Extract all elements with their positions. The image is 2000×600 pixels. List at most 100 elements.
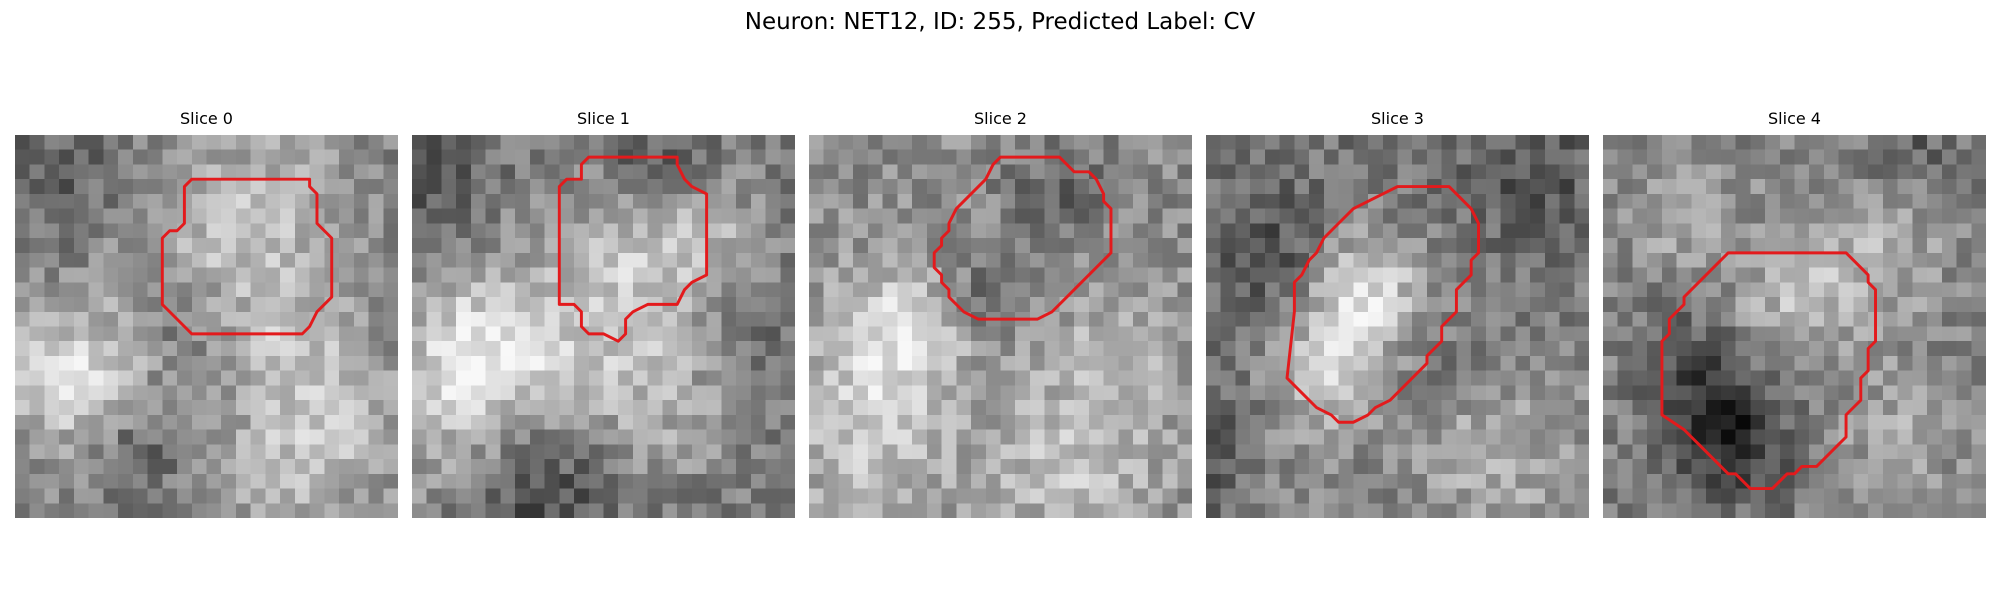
pixel [1368, 252, 1384, 268]
pixel [809, 355, 825, 371]
pixel [1029, 282, 1045, 298]
pixel [588, 238, 604, 254]
pixel [941, 444, 957, 460]
pixel [1220, 341, 1236, 357]
pixel [1133, 444, 1149, 460]
pixel [1632, 252, 1648, 268]
pixel [1485, 488, 1501, 504]
pixel [235, 355, 251, 371]
pixel [1044, 326, 1060, 342]
pixel [132, 179, 148, 195]
pixel [603, 252, 619, 268]
pixel [147, 488, 163, 504]
pixel [44, 252, 60, 268]
pixel [132, 414, 148, 430]
pixel [500, 459, 516, 475]
pixel [191, 267, 207, 283]
pixel [1059, 370, 1075, 386]
pixel [177, 355, 193, 371]
pixel [1559, 355, 1575, 371]
pixel [1853, 179, 1869, 195]
pixel [1647, 238, 1663, 254]
pixel [1735, 238, 1751, 254]
pixel [515, 385, 531, 401]
pixel [1823, 223, 1839, 239]
pixel [1147, 385, 1163, 401]
pixel [1530, 503, 1546, 518]
pixel [1956, 429, 1972, 445]
pixel [691, 459, 707, 475]
pixel [1632, 503, 1648, 518]
pixel [529, 164, 545, 180]
pixel [750, 429, 766, 445]
pixel [1559, 149, 1575, 165]
pixel [1809, 355, 1825, 371]
pixel [29, 252, 45, 268]
pixel [191, 429, 207, 445]
pixel [383, 193, 398, 209]
pixel [1441, 400, 1457, 416]
pixel [456, 385, 472, 401]
pixel [867, 135, 883, 151]
pixel [603, 193, 619, 209]
pixel [926, 223, 942, 239]
pixel [1220, 179, 1236, 195]
pixel [1441, 267, 1457, 283]
pixel [132, 355, 148, 371]
pixel [721, 282, 737, 298]
pixel [897, 400, 913, 416]
pixel [559, 267, 575, 283]
pixel [1456, 429, 1472, 445]
pixel [1147, 282, 1163, 298]
pixel [265, 311, 281, 327]
pixel [1500, 488, 1516, 504]
pixel [736, 488, 752, 504]
pixel [1500, 459, 1516, 475]
pixel [1206, 429, 1222, 445]
pixel [132, 385, 148, 401]
pixel [971, 370, 987, 386]
pixel [206, 473, 222, 489]
pixel [912, 355, 928, 371]
pixel [426, 444, 442, 460]
pixel [1412, 488, 1428, 504]
pixel [1074, 238, 1090, 254]
pixel [1794, 179, 1810, 195]
pixel [235, 179, 251, 195]
pixel [677, 444, 693, 460]
pixel [956, 311, 972, 327]
pixel [1088, 414, 1104, 430]
pixel [1338, 252, 1354, 268]
pixel [412, 385, 428, 401]
pixel [823, 223, 839, 239]
pixel [1015, 400, 1031, 416]
pixel [1471, 459, 1487, 475]
pixel [1735, 149, 1751, 165]
pixel [1206, 297, 1222, 313]
pixel [926, 429, 942, 445]
pixel [1220, 193, 1236, 209]
pixel [1897, 282, 1913, 298]
pixel [1323, 179, 1339, 195]
pixel [132, 444, 148, 460]
pixel [1074, 444, 1090, 460]
pixel [574, 297, 590, 313]
pixel [603, 341, 619, 357]
pixel [853, 444, 869, 460]
pixel [721, 267, 737, 283]
pixel [1750, 385, 1766, 401]
pixel [1735, 370, 1751, 386]
pixel [426, 414, 442, 430]
pixel [1530, 208, 1546, 224]
pixel [206, 135, 222, 151]
pixel [1309, 135, 1325, 151]
pixel [1044, 193, 1060, 209]
pixel [1206, 282, 1222, 298]
pixel [985, 341, 1001, 357]
pixel [1912, 135, 1928, 151]
pixel [221, 400, 237, 416]
pixel [941, 297, 957, 313]
pixel [677, 473, 693, 489]
pixel [823, 370, 839, 386]
pixel [1735, 297, 1751, 313]
